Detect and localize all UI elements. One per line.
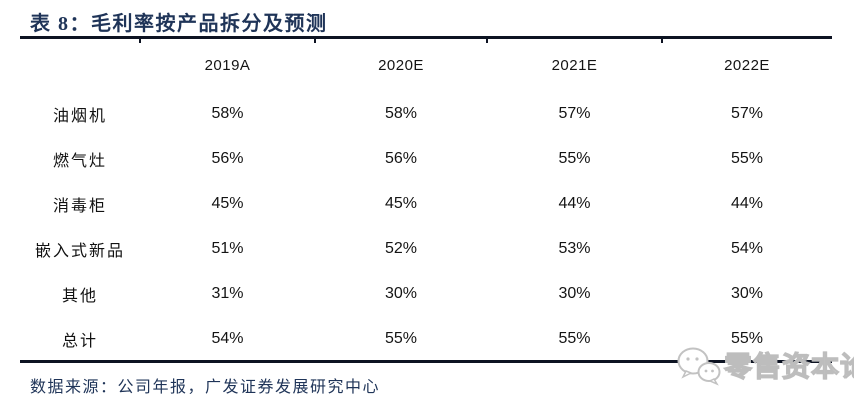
column-header-2020e: 2020E	[378, 56, 424, 74]
bottom-rule-line	[20, 360, 832, 363]
cell-value-2020e: 52%	[384, 239, 418, 257]
row-label: 消毒柜	[52, 197, 107, 215]
cell-value-2021e: 55%	[558, 149, 591, 167]
cell-value-2021e: 57%	[558, 104, 591, 122]
cell-value-2020e: 58%	[384, 104, 418, 122]
cell-value-2019a: 58%	[211, 104, 244, 122]
cell-value-2019a: 45%	[211, 194, 244, 212]
margin-table: 2019A 2020E 2021E 2022E 油烟机 58% 58% 57% …	[20, 39, 832, 361]
column-header-blank	[20, 39, 140, 91]
cell-value-2019a: 31%	[211, 284, 244, 302]
row-label: 其他	[61, 287, 98, 305]
cell-value-2021e: 55%	[558, 329, 591, 347]
column-divider-tick	[139, 36, 141, 43]
cell-value-2022e: 30%	[730, 284, 764, 302]
data-source-note: 数据来源：公司年报，广发证券发展研究中心	[30, 379, 381, 396]
row-label: 燃气灶	[52, 152, 107, 170]
column-divider-tick	[661, 36, 663, 43]
watermark: 零售资本论	[676, 343, 854, 387]
cell-value-2022e: 57%	[730, 104, 764, 122]
column-header-2019a: 2019A	[204, 56, 251, 74]
watermark-text: 零售资本论	[723, 351, 854, 383]
cell-value-2019a: 56%	[211, 149, 244, 167]
cell-value-2022e: 55%	[730, 149, 764, 167]
cell-value-2022e: 54%	[730, 239, 764, 257]
cell-value-2021e: 53%	[558, 239, 591, 257]
row-label: 总计	[61, 332, 98, 350]
wechat-chat-bubbles-icon	[677, 347, 721, 386]
column-header-2021e: 2021E	[551, 56, 598, 74]
row-label: 嵌入式新品	[34, 242, 125, 260]
cell-value-2019a: 51%	[211, 239, 244, 257]
top-rule-line	[20, 36, 832, 39]
cell-value-2021e: 30%	[558, 284, 591, 302]
cell-value-2022e: 55%	[730, 329, 764, 347]
row-label: 油烟机	[52, 107, 107, 125]
cell-value-2021e: 44%	[558, 194, 591, 212]
cell-value-2020e: 56%	[384, 149, 418, 167]
column-divider-tick	[486, 36, 488, 43]
table-title: 表 8：毛利率按产品拆分及预测	[30, 13, 328, 35]
column-divider-tick	[314, 36, 316, 43]
cell-value-2020e: 55%	[384, 329, 418, 347]
cell-value-2020e: 30%	[384, 284, 418, 302]
cell-value-2022e: 44%	[730, 194, 764, 212]
column-header-2022e: 2022E	[724, 56, 770, 74]
cell-value-2019a: 54%	[211, 329, 244, 347]
cell-value-2020e: 45%	[384, 194, 418, 212]
